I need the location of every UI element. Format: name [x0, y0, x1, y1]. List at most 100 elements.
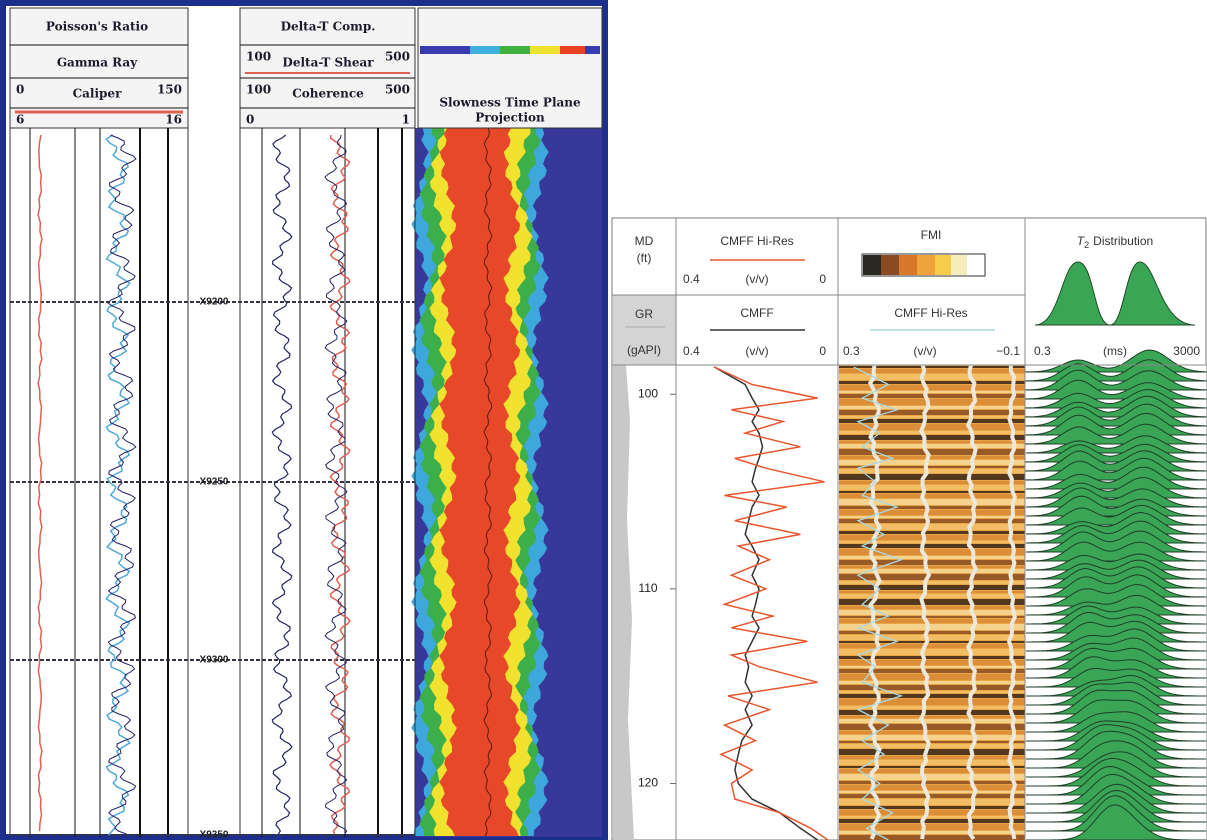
caliper-title: Caliper — [73, 87, 122, 101]
slowness-image — [411, 128, 549, 836]
fmi-stripe — [839, 556, 1025, 559]
fmi-stripe — [839, 791, 1025, 793]
color-bar-seg — [530, 46, 560, 54]
fmi-color-bar — [862, 254, 985, 276]
cmff-max: 0 — [819, 344, 826, 358]
fmi-bar-seg — [917, 255, 935, 275]
fmi-stripe — [839, 635, 1025, 640]
fmi-stripe — [839, 381, 1025, 384]
fmi-stripe — [839, 749, 1025, 755]
fmi-bar-seg — [935, 255, 951, 275]
depth-tick-label: 110 — [638, 581, 657, 595]
depth-tick-label: 120 — [638, 776, 658, 790]
fmi-stripe — [839, 366, 1025, 368]
fmi-curve-unit: (v/v) — [913, 344, 936, 358]
coherence-scale-min: 0 — [246, 113, 254, 127]
depth-tick-label: 100 — [638, 386, 658, 400]
coherence-max: 500 — [385, 83, 410, 97]
fmi-stripe — [839, 744, 1025, 748]
fmi-stripe — [839, 469, 1025, 473]
fmi-stripe — [839, 616, 1025, 618]
coherence-scale-max: 1 — [402, 113, 410, 127]
caliper-min: 0 — [16, 83, 24, 97]
poissons-ratio-title: Poisson's Ratio — [46, 20, 148, 34]
fmi-stripe — [839, 694, 1025, 698]
fmi-stripe — [839, 519, 1025, 523]
t2-title-text: Distribution — [1093, 234, 1153, 248]
fmi-stripe — [839, 435, 1025, 440]
fmi-stripe — [839, 731, 1025, 734]
depth-label: X9300 — [200, 655, 229, 666]
gamma-ray-title: Gamma Ray — [57, 56, 138, 70]
fmi-curve-title: CMFF Hi-Res — [894, 306, 967, 320]
fmi-stripe — [839, 769, 1025, 773]
fmi-bar-seg — [967, 255, 984, 275]
fmi-stripe — [839, 574, 1025, 580]
fmi-stripe — [839, 374, 1025, 380]
fmi-stripe — [839, 444, 1025, 448]
color-bar-seg — [500, 46, 530, 54]
fmi-stripe — [839, 431, 1025, 434]
fmi-stripe — [839, 449, 1025, 455]
md-title: MD — [635, 234, 654, 248]
fmi-stripe — [839, 699, 1025, 705]
fmi-bar-seg — [899, 255, 917, 275]
fmi-stripe — [839, 481, 1025, 484]
fmi-stripe — [839, 419, 1025, 423]
fmi-stripe — [839, 506, 1025, 509]
fmi-stripe — [839, 591, 1025, 593]
t2-min: 0.3 — [1034, 344, 1051, 358]
fmi-stripe — [839, 549, 1025, 555]
fmi-stripe — [839, 724, 1025, 730]
md-unit: (ft) — [637, 251, 652, 265]
cmff-min: 0.4 — [683, 344, 700, 358]
fmi-curve-max: −0.1 — [996, 344, 1020, 358]
fmi-curve-min: 0.3 — [843, 344, 860, 358]
canvas: Poisson's Ratio Gamma Ray Caliper 0 150 … — [0, 0, 1207, 840]
color-bar-seg — [560, 46, 585, 54]
caliper-scale-max: 16 — [165, 113, 182, 127]
caliper-scale-min: 6 — [16, 113, 24, 127]
fmi-bar-seg — [881, 255, 899, 275]
page: { "left_log": { "poissons_ratio": "Poiss… — [0, 0, 1207, 840]
fmi-stripe — [839, 499, 1025, 505]
fmi-stripe — [839, 485, 1025, 490]
fmi-stripe — [839, 716, 1025, 718]
right-log-panel: MD (ft) GR (gAPI) CMFF Hi-Res 0.4 (v/v) … — [612, 218, 1206, 840]
coherence-min: 100 — [246, 83, 271, 97]
left-log-panel: Poisson's Ratio Gamma Ray Caliper 0 150 … — [3, 3, 605, 840]
fmi-stripe — [839, 610, 1025, 615]
fmi-stripe — [839, 806, 1025, 809]
fmi-stripe — [839, 391, 1025, 393]
cmff-title: CMFF — [740, 306, 773, 320]
fmi-stripe — [839, 816, 1025, 818]
fmi-stripe — [839, 741, 1025, 743]
fmi-stripe — [839, 666, 1025, 668]
fmi-stripe — [839, 831, 1025, 834]
t2-unit: (ms) — [1103, 344, 1127, 358]
fmi-stripe — [839, 810, 1025, 815]
fmi-stripe — [839, 619, 1025, 623]
fmi-bar-seg — [863, 255, 881, 275]
fmi-stripe — [839, 756, 1025, 759]
fmi-stripe — [839, 644, 1025, 648]
fmi-stripe — [839, 785, 1025, 790]
fmi-stripe — [839, 560, 1025, 565]
fmi-stripe — [839, 566, 1025, 568]
fmi-stripe — [839, 719, 1025, 723]
delta-t-shear-min: 100 — [246, 50, 271, 64]
cmff-hires-min: 0.4 — [683, 272, 700, 286]
color-bar-seg — [470, 46, 500, 54]
gr-unit: (gAPI) — [627, 343, 661, 357]
cmff-unit: (v/v) — [745, 344, 768, 358]
fmi-stripe — [839, 410, 1025, 415]
fmi-stripe — [839, 416, 1025, 418]
depth-label: X9350 — [200, 830, 229, 840]
fmi-stripe — [839, 535, 1025, 540]
fmi-stripe — [839, 766, 1025, 768]
caliper-max: 150 — [157, 83, 182, 97]
slowness-title: Projection — [475, 111, 545, 125]
cmff-hires-unit: (v/v) — [745, 272, 768, 286]
fmi-stripe — [839, 669, 1025, 673]
fmi-stripe — [839, 641, 1025, 643]
